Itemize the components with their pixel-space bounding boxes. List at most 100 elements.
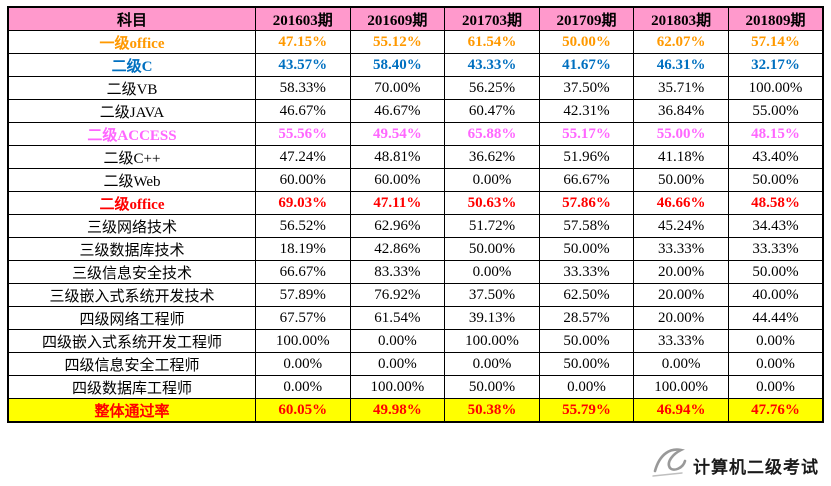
- value-cell: 57.86%: [538, 191, 635, 215]
- period-column-header: 201603期: [255, 6, 351, 31]
- subject-cell: 三级信息安全技术: [7, 260, 256, 284]
- value-cell: 50.00%: [538, 30, 635, 54]
- value-cell: 65.88%: [444, 122, 540, 146]
- value-cell: 51.72%: [444, 214, 540, 238]
- value-cell: 48.58%: [727, 191, 824, 215]
- value-cell: 50.00%: [444, 375, 540, 399]
- value-cell: 60.47%: [444, 99, 540, 123]
- value-cell: 45.24%: [633, 214, 729, 238]
- value-cell: 40.00%: [727, 283, 824, 307]
- value-cell: 43.40%: [727, 145, 824, 169]
- header-row: 科目 201603期 201609期 201703期 201709期 201803期 201…: [7, 6, 824, 31]
- value-cell: 100.00%: [633, 375, 729, 399]
- value-cell: 36.62%: [444, 145, 540, 169]
- value-cell: 66.67%: [255, 260, 351, 284]
- value-cell: 58.40%: [349, 53, 446, 77]
- table-row: 二级VB 58.33% 70.00% 56.25% 37.50% 35.71% 100.00…: [7, 76, 824, 100]
- watermark-text: 计算机二级考试: [693, 458, 819, 478]
- table-row: 四级信息安全工程师 0.00% 0.00% 0.00% 50.00% 0.00% 0.00%: [7, 352, 824, 376]
- value-cell: 100.00%: [255, 329, 351, 353]
- subject-cell: 二级JAVA: [7, 99, 256, 123]
- subject-cell: 整体通过率: [7, 398, 256, 423]
- value-cell: 43.57%: [255, 53, 351, 77]
- value-cell: 48.81%: [349, 145, 446, 169]
- value-cell: 67.57%: [255, 306, 351, 330]
- value-cell: 33.33%: [633, 329, 729, 353]
- value-cell: 33.33%: [633, 237, 729, 261]
- value-cell: 20.00%: [633, 283, 729, 307]
- value-cell: 100.00%: [349, 375, 446, 399]
- value-cell: 35.71%: [633, 76, 729, 100]
- value-cell: 66.67%: [538, 168, 635, 192]
- value-cell: 50.63%: [444, 191, 540, 215]
- table-row: 一级office 47.15% 55.12% 61.54% 50.00% 62.07% 57…: [7, 30, 824, 54]
- value-cell: 37.50%: [444, 283, 540, 307]
- subject-cell: 二级C++: [7, 145, 256, 169]
- subject-cell: 四级数据库工程师: [7, 375, 256, 399]
- value-cell: 20.00%: [633, 260, 729, 284]
- value-cell: 61.54%: [444, 30, 540, 54]
- table-row: 三级数据库技术 18.19% 42.86% 50.00% 50.00% 33.33% 33.…: [7, 237, 824, 261]
- value-cell: 0.00%: [444, 260, 540, 284]
- subject-cell: 二级Web: [7, 168, 256, 192]
- value-cell: 41.67%: [538, 53, 635, 77]
- value-cell: 39.13%: [444, 306, 540, 330]
- value-cell: 46.66%: [633, 191, 729, 215]
- value-cell: 55.00%: [727, 99, 824, 123]
- table-row: 四级数据库工程师 0.00% 100.00% 50.00% 0.00% 100.00% 0.…: [7, 375, 824, 399]
- value-cell: 56.25%: [444, 76, 540, 100]
- table-body: 一级office 47.15% 55.12% 61.54% 50.00% 62.07% 57…: [7, 30, 824, 423]
- value-cell: 50.00%: [444, 237, 540, 261]
- subject-cell: 一级office: [7, 30, 256, 54]
- subject-cell: 四级网络工程师: [7, 306, 256, 330]
- value-cell: 42.86%: [349, 237, 446, 261]
- watermark: 计算机二级考试: [650, 444, 819, 480]
- value-cell: 60.00%: [255, 168, 351, 192]
- table-header: 科目 201603期 201609期 201703期 201709期 201803期 201…: [7, 6, 824, 31]
- value-cell: 36.84%: [633, 99, 729, 123]
- value-cell: 49.54%: [349, 122, 446, 146]
- value-cell: 76.92%: [349, 283, 446, 307]
- brand-logo-icon: [650, 444, 690, 480]
- value-cell: 18.19%: [255, 237, 351, 261]
- table-row: 二级C 43.57% 58.40% 43.33% 41.67% 46.31% 32.17%: [7, 53, 824, 77]
- period-column-header: 201809期: [727, 6, 824, 31]
- value-cell: 0.00%: [727, 375, 824, 399]
- value-cell: 0.00%: [255, 352, 351, 376]
- value-cell: 0.00%: [349, 329, 446, 353]
- value-cell: 50.00%: [633, 168, 729, 192]
- value-cell: 57.58%: [538, 214, 635, 238]
- overall-pass-rate-row: 整体通过率 60.05% 49.98% 50.38% 55.79% 46.94% 47.76…: [7, 398, 824, 423]
- value-cell: 100.00%: [727, 76, 824, 100]
- value-cell: 46.67%: [349, 99, 446, 123]
- value-cell: 47.15%: [255, 30, 351, 54]
- value-cell: 55.17%: [538, 122, 635, 146]
- value-cell: 62.96%: [349, 214, 446, 238]
- value-cell: 56.52%: [255, 214, 351, 238]
- value-cell: 50.00%: [727, 260, 824, 284]
- table-row: 四级嵌入式系统开发工程师 100.00% 0.00% 100.00% 50.00% 33.…: [7, 329, 824, 353]
- value-cell: 60.05%: [255, 398, 351, 423]
- value-cell: 44.44%: [727, 306, 824, 330]
- table-row: 三级网络技术 56.52% 62.96% 51.72% 57.58% 45.24% 34.4…: [7, 214, 824, 238]
- value-cell: 55.12%: [349, 30, 446, 54]
- table-row: 三级嵌入式系统开发技术 57.89% 76.92% 37.50% 62.50% 20.00…: [7, 283, 824, 307]
- value-cell: 0.00%: [727, 329, 824, 353]
- subject-cell: 二级ACCESS: [7, 122, 256, 146]
- value-cell: 83.33%: [349, 260, 446, 284]
- value-cell: 49.98%: [349, 398, 446, 423]
- value-cell: 69.03%: [255, 191, 351, 215]
- value-cell: 42.31%: [538, 99, 635, 123]
- value-cell: 55.56%: [255, 122, 351, 146]
- value-cell: 47.11%: [349, 191, 446, 215]
- value-cell: 46.94%: [633, 398, 729, 423]
- subject-cell: 四级信息安全工程师: [7, 352, 256, 376]
- value-cell: 0.00%: [727, 352, 824, 376]
- period-column-header: 201609期: [349, 6, 446, 31]
- value-cell: 55.79%: [538, 398, 635, 423]
- value-cell: 20.00%: [633, 306, 729, 330]
- value-cell: 57.89%: [255, 283, 351, 307]
- subject-column-header: 科目: [7, 6, 256, 31]
- value-cell: 51.96%: [538, 145, 635, 169]
